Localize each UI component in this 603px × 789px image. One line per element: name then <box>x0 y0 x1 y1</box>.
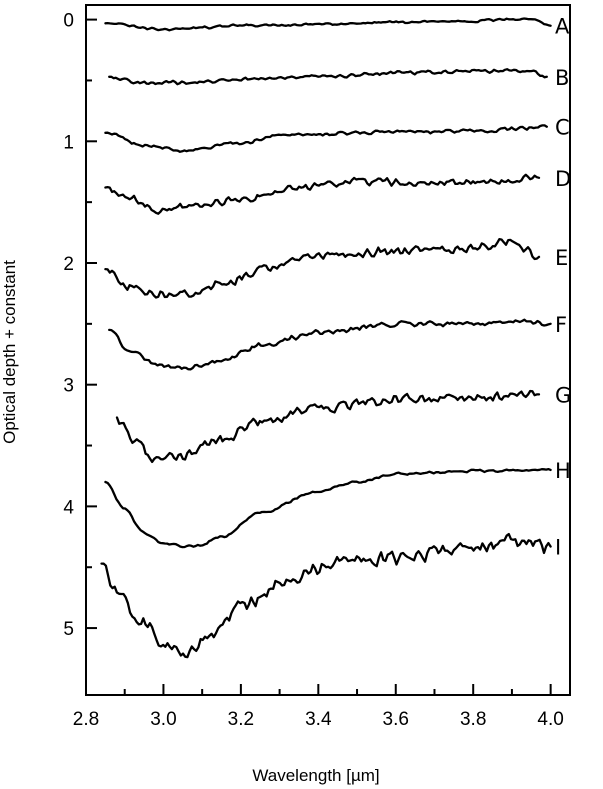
y-tick-label: 0 <box>63 11 74 32</box>
series-line-a <box>104 17 552 32</box>
y-tick-label: 5 <box>63 619 74 640</box>
series-label-f: F <box>555 313 567 337</box>
series-label-c: C <box>555 116 570 140</box>
series-label-g: G <box>555 383 571 407</box>
series-line-b <box>108 68 548 86</box>
series-line-g <box>115 389 541 464</box>
series-line-e <box>104 237 541 299</box>
x-axis-ticks: 2.8 3.0 3.2 3.4 3.6 3.8 4.0 <box>73 684 564 730</box>
plot-frame <box>85 4 571 696</box>
x-tick-label: 2.8 <box>73 709 99 730</box>
y-tick-label: 1 <box>63 132 74 153</box>
y-tick-label: 3 <box>63 376 74 397</box>
y-tick-label: 2 <box>63 254 74 275</box>
series-label-h: H <box>555 459 571 483</box>
series-lines <box>100 17 552 659</box>
series-label-d: D <box>555 167 571 191</box>
y-axis-ticks: 0 1 2 3 4 5 <box>63 11 97 640</box>
series-line-i <box>100 532 552 659</box>
series-labels: A B C D E F G H I <box>555 15 571 560</box>
series-line-c <box>104 124 548 153</box>
x-tick-label: 3.0 <box>150 709 176 730</box>
series-label-i: I <box>555 536 561 560</box>
series-label-a: A <box>555 15 570 39</box>
y-tick-label: 4 <box>63 497 74 518</box>
x-tick-label: 3.4 <box>305 709 332 730</box>
x-tick-label: 3.2 <box>228 709 254 730</box>
x-axis-label: Wavelength [µm] <box>252 766 379 785</box>
series-line-d <box>104 173 541 215</box>
x-tick-label: 3.6 <box>383 709 409 730</box>
series-line-f <box>108 318 552 371</box>
y-axis-label: Optical depth + constant <box>0 260 19 444</box>
series-label-e: E <box>555 246 568 270</box>
series-line-h <box>104 467 552 549</box>
x-tick-label: 3.8 <box>460 709 486 730</box>
x-tick-label: 4.0 <box>537 709 563 730</box>
series-label-b: B <box>555 66 569 90</box>
